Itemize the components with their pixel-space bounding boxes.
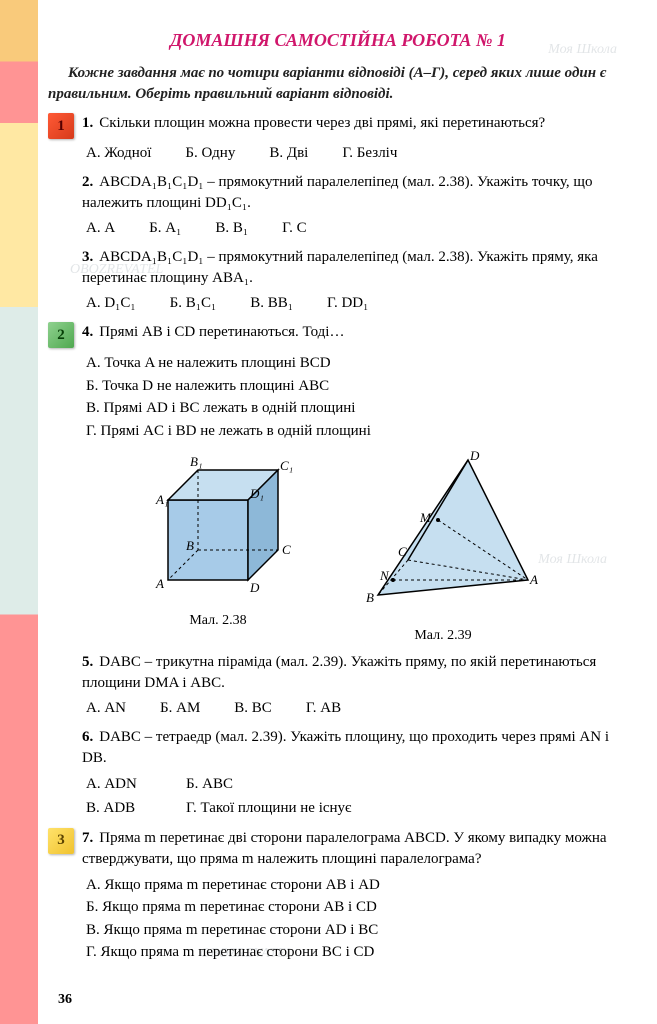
q3-choice-d: Г. DD₁ bbox=[327, 293, 368, 314]
figures-row: A₁ B₁ C₁ D₁ A B C D Мал. 2.38 D bbox=[48, 450, 628, 646]
question-5: 5.DABC – трикутна піраміда (мал. 2.39). … bbox=[82, 652, 628, 694]
q1-choice-c: В. Дві bbox=[269, 143, 308, 164]
q4-choice-c: В. Прямі AD і BC лежать в одній площині bbox=[86, 397, 628, 420]
q3-number: 3. bbox=[82, 249, 93, 265]
page-title: ДОМАШНЯ САМОСТІЙНА РОБОТА № 1 bbox=[48, 28, 628, 53]
q4-number: 4. bbox=[82, 324, 93, 340]
q7-choices: А. Якщо пряма m перетинає сторони AB і A… bbox=[86, 874, 628, 964]
level-marker-2: 2 bbox=[48, 322, 74, 348]
q2-choice-b: Б. A₁ bbox=[149, 218, 181, 239]
q2-choice-c: В. B₁ bbox=[215, 218, 248, 239]
question-2: 2.ABCDA₁B₁C₁D₁ – прямокутний паралелепіп… bbox=[82, 172, 628, 214]
q2-choice-d: Г. C bbox=[282, 218, 307, 239]
q3-choice-a: А. D₁C₁ bbox=[86, 293, 136, 314]
page-number: 36 bbox=[58, 990, 72, 1010]
q7-choice-a: А. Якщо пряма m перетинає сторони AB і A… bbox=[86, 874, 628, 897]
q3-choice-c: В. BB₁ bbox=[250, 293, 293, 314]
q4-choice-b: Б. Точка D не належить площині ABC bbox=[86, 375, 628, 398]
q5-choices: А. AN Б. AM В. BC Г. AB bbox=[86, 698, 628, 719]
q3-choice-b: Б. B₁C₁ bbox=[170, 293, 217, 314]
svg-text:D: D bbox=[469, 450, 480, 463]
q2-number: 2. bbox=[82, 174, 93, 190]
svg-text:B: B bbox=[366, 590, 374, 605]
q6-number: 6. bbox=[82, 729, 93, 745]
left-color-bar bbox=[0, 0, 38, 1024]
question-6: 6.DABC – тетраедр (мал. 2.39). Укажіть п… bbox=[82, 727, 628, 769]
q1-number: 1. bbox=[82, 115, 93, 131]
q6-choice-d: Г. Такої площини не існує bbox=[186, 797, 628, 820]
question-1: 1 1. Скільки площин можна провести через … bbox=[48, 113, 628, 139]
q1-text: Скільки площин можна провести через дві … bbox=[99, 115, 545, 131]
q4-choice-d: Г. Прямі AC і BD не лежать в одній площи… bbox=[86, 420, 628, 443]
q5-text: DABC – трикутна піраміда (мал. 2.39). Ук… bbox=[82, 654, 596, 691]
svg-text:D₁: D₁ bbox=[249, 486, 264, 501]
q6-choices: А. ADN Б. ABC В. ADB Г. Такої площини не… bbox=[86, 773, 628, 820]
svg-text:A₁: A₁ bbox=[155, 492, 168, 507]
question-7: 3 7.Пряма m перетинає дві сторони парале… bbox=[48, 828, 628, 870]
q1-choice-b: Б. Одну bbox=[185, 143, 235, 164]
page-content: ДОМАШНЯ САМОСТІЙНА РОБОТА № 1 Кожне завд… bbox=[48, 28, 628, 972]
intro-text: Кожне завдання має по чотири варіанти ві… bbox=[48, 63, 628, 105]
figure-1: A₁ B₁ C₁ D₁ A B C D Мал. 2.38 bbox=[138, 450, 298, 646]
question-3: 3.ABCDA₁B₁C₁D₁ – прямокутний паралелепіп… bbox=[82, 247, 628, 289]
svg-text:N: N bbox=[379, 568, 390, 583]
q2-text: ABCDA₁B₁C₁D₁ – прямокутний паралелепіпед… bbox=[82, 174, 592, 211]
q6-choice-b: Б. ABC bbox=[186, 773, 628, 796]
q5-choice-d: Г. AB bbox=[306, 698, 341, 719]
q4-choices: А. Точка A не належить площині BCD Б. То… bbox=[86, 352, 628, 442]
svg-text:C₁: C₁ bbox=[280, 458, 293, 473]
cube-diagram: A₁ B₁ C₁ D₁ A B C D bbox=[138, 450, 298, 600]
q5-choice-c: В. BC bbox=[234, 698, 272, 719]
q4-text: Прямі AB і CD перетинаються. Тоді… bbox=[99, 324, 344, 340]
q6-choice-a: А. ADN bbox=[86, 773, 186, 796]
q2-choices: А. A Б. A₁ В. B₁ Г. C bbox=[86, 218, 628, 239]
svg-text:D: D bbox=[249, 580, 260, 595]
q1-choices: А. Жодної Б. Одну В. Дві Г. Безліч bbox=[86, 143, 628, 164]
pyramid-diagram: D M C N B A bbox=[348, 450, 538, 615]
svg-text:B₁: B₁ bbox=[190, 454, 202, 469]
level-marker-3: 3 bbox=[48, 828, 74, 854]
q1-choice-d: Г. Безліч bbox=[342, 143, 397, 164]
figure-1-caption: Мал. 2.38 bbox=[138, 611, 298, 631]
q5-choice-a: А. AN bbox=[86, 698, 126, 719]
q3-text: ABCDA₁B₁C₁D₁ – прямокутний паралелепіпед… bbox=[82, 249, 598, 286]
q7-choice-d: Г. Якщо пряма m перетинає сторони BC і C… bbox=[86, 941, 628, 964]
level-marker-1: 1 bbox=[48, 113, 74, 139]
q5-number: 5. bbox=[82, 654, 93, 670]
q1-choice-a: А. Жодної bbox=[86, 143, 151, 164]
svg-text:B: B bbox=[186, 538, 194, 553]
question-4: 2 4. Прямі AB і CD перетинаються. Тоді… bbox=[48, 322, 628, 348]
svg-text:A: A bbox=[529, 572, 538, 587]
q7-choice-c: В. Якщо пряма m перетинає сторони AD і B… bbox=[86, 919, 628, 942]
q7-number: 7. bbox=[82, 830, 93, 846]
figure-2-caption: Мал. 2.39 bbox=[348, 626, 538, 646]
q3-choices: А. D₁C₁ Б. B₁C₁ В. BB₁ Г. DD₁ bbox=[86, 293, 628, 314]
q2-choice-a: А. A bbox=[86, 218, 115, 239]
q6-choice-c: В. ADB bbox=[86, 797, 186, 820]
q4-choice-a: А. Точка A не належить площині BCD bbox=[86, 352, 628, 375]
q7-text: Пряма m перетинає дві сторони паралелогр… bbox=[82, 830, 607, 867]
svg-text:M: M bbox=[419, 510, 432, 525]
q5-choice-b: Б. AM bbox=[160, 698, 200, 719]
svg-text:A: A bbox=[155, 576, 164, 591]
svg-text:C: C bbox=[398, 544, 407, 559]
svg-text:C: C bbox=[282, 542, 291, 557]
figure-2: D M C N B A Мал. 2.39 bbox=[348, 450, 538, 646]
q6-text: DABC – тетраедр (мал. 2.39). Укажіть пло… bbox=[82, 729, 609, 766]
q7-choice-b: Б. Якщо пряма m перетинає сторони AB і C… bbox=[86, 896, 628, 919]
